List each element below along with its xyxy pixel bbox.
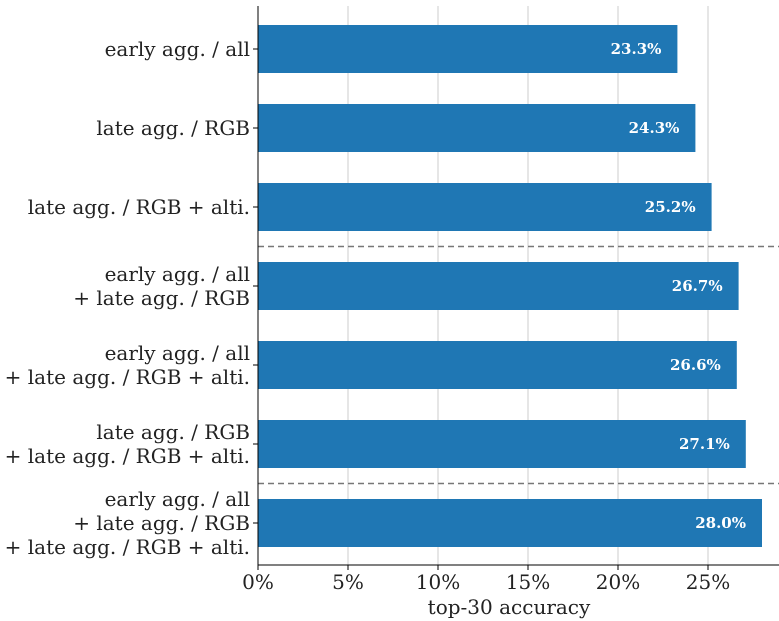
- bar: [258, 262, 739, 310]
- y-category-label: late agg. / RGB + late agg. / RGB + alti.: [5, 420, 250, 468]
- y-category-label-line: + late agg. / RGB: [73, 286, 250, 310]
- y-category-label-line: + late agg. / RGB + alti.: [5, 365, 250, 389]
- y-category-label-line: late agg. / RGB: [96, 116, 250, 140]
- y-category-label: late agg. / RGB + alti.: [28, 195, 250, 219]
- bar: [258, 25, 678, 73]
- y-category-label: early agg. / all + late agg. / RGB + late …: [5, 487, 250, 559]
- y-category-label-line: + late agg. / RGB: [73, 511, 250, 535]
- bar: [258, 420, 746, 468]
- x-tick-label: 20%: [596, 570, 640, 594]
- x-tick-label: 25%: [686, 570, 730, 594]
- bar-value-label: 23.3%: [611, 40, 662, 58]
- y-category-label: late agg. / RGB: [96, 116, 250, 140]
- bar-value-label: 27.1%: [679, 435, 730, 453]
- bar: [258, 341, 737, 389]
- bar: [258, 499, 762, 547]
- y-category-label-line: + late agg. / RGB + alti.: [5, 535, 250, 559]
- x-tick-label: 15%: [506, 570, 550, 594]
- bar-value-label: 26.7%: [672, 277, 723, 295]
- x-tick-label: 10%: [416, 570, 460, 594]
- y-category-label-line: late agg. / RGB: [96, 420, 250, 444]
- bar: [258, 183, 712, 231]
- y-category-label-line: late agg. / RGB + alti.: [28, 195, 250, 219]
- y-category-label: early agg. / all + late agg. / RGB + alti…: [5, 341, 250, 389]
- axes: [253, 6, 779, 570]
- x-tick-labels: 0% 5% 10% 15% 20% 25%: [242, 570, 730, 594]
- bar-value-label: 24.3%: [629, 119, 680, 137]
- x-tick-label: 0%: [242, 570, 274, 594]
- y-category-label-line: early agg. / all: [105, 341, 250, 365]
- y-category-label-line: early agg. / all: [105, 487, 250, 511]
- y-category-label-line: early agg. / all: [105, 37, 250, 61]
- group-separators: [258, 245, 779, 485]
- bar-value-label: 26.6%: [670, 356, 721, 374]
- bars: 23.3% 24.3% 25.2% 26.7% 26.6% 27.1% 28.0%: [258, 25, 762, 547]
- y-category-label: early agg. / all + late agg. / RGB: [73, 262, 250, 310]
- bar-value-label: 25.2%: [645, 198, 696, 216]
- y-category-label: early agg. / all: [105, 37, 250, 61]
- y-category-label-line: + late agg. / RGB + alti.: [5, 444, 250, 468]
- y-category-label-line: early agg. / all: [105, 262, 250, 286]
- x-tick-label: 5%: [332, 570, 364, 594]
- bar: [258, 104, 696, 152]
- bar-value-label: 28.0%: [695, 514, 746, 532]
- x-axis-title: top-30 accuracy: [428, 595, 591, 619]
